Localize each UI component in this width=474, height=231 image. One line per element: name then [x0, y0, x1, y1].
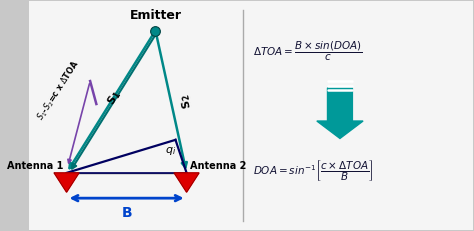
Text: $\mathbf{S_1}$: $\mathbf{S_1}$ — [105, 88, 125, 108]
Text: Emitter: Emitter — [129, 9, 182, 22]
Polygon shape — [54, 173, 79, 192]
Polygon shape — [317, 88, 363, 138]
Text: $\Delta TOA = \dfrac{B \times sin(DOA)}{c}$: $\Delta TOA = \dfrac{B \times sin(DOA)}{… — [253, 40, 363, 63]
Text: B: B — [121, 207, 132, 220]
Text: $q_i$: $q_i$ — [165, 145, 177, 157]
Text: $\mathbf{S_2}$: $\mathbf{S_2}$ — [178, 93, 195, 110]
Text: $DOA = sin^{-1}\left[\dfrac{c \times \Delta TOA}{B}\right]$: $DOA = sin^{-1}\left[\dfrac{c \times \De… — [253, 158, 374, 183]
Text: Antenna 2: Antenna 2 — [190, 161, 246, 171]
Text: Antenna 1: Antenna 1 — [7, 161, 63, 171]
FancyBboxPatch shape — [23, 0, 474, 231]
Text: $S_1$-$S_2$=c x $\Delta$TOA: $S_1$-$S_2$=c x $\Delta$TOA — [34, 58, 82, 123]
Polygon shape — [174, 173, 199, 192]
